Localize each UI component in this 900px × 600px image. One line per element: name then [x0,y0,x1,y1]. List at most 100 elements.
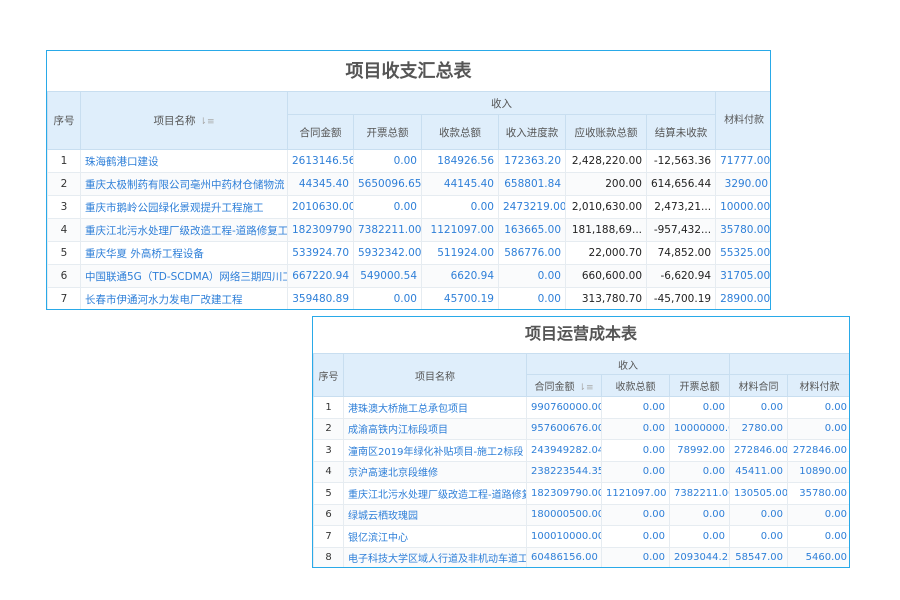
project-name-link[interactable]: 重庆市鹅岭公园绿化景观提升工程施工 [80,195,288,219]
table-row[interactable]: 1 珠海鹤港口建设 2613146.56 0.00 184926.56 172363.20… [47,149,770,173]
invoice-total[interactable]: 0.00 [669,396,730,419]
material-contract[interactable]: 272846.00 [729,439,788,462]
table-row[interactable]: 2 成渝高铁内江标段项目 957600676.00 0.00 10000000.0 278… [313,417,849,440]
contract-amount[interactable]: 359480.89 [287,287,354,309]
contract-amount[interactable]: 182309790.0 [287,218,354,242]
project-name-link[interactable]: 成渝高铁内江标段项目 [343,417,527,440]
received-total[interactable]: 45700.19 [421,287,499,309]
invoice-total[interactable]: 2093044.22 [669,546,730,567]
contract-amount[interactable]: 533924.70 [287,241,354,265]
contract-amount[interactable]: 2010630.00 [287,195,354,219]
table-row[interactable]: 4重庆江北污水处理厂级改造工程-道路修复工182309790.07382211.… [47,218,770,242]
table-row[interactable]: 1 港珠澳大桥施工总承包项目 990760000.00 0.00 0.00 0.00 0.0… [313,396,849,419]
invoice-total[interactable]: 549000.54 [353,264,422,288]
material-contract[interactable]: 0.00 [729,525,788,548]
material-payment[interactable]: 10890.00 [787,460,849,483]
received-total[interactable]: 0.00 [601,439,670,462]
received-total[interactable]: 6620.94 [421,264,499,288]
invoice-total[interactable]: 7382211.00 [353,218,422,242]
material-payment[interactable]: 0.00 [787,525,849,548]
received-total[interactable]: 0.00 [601,396,670,419]
material-payment[interactable]: 35780.00 [715,218,770,242]
project-name-link[interactable]: 港珠澳大桥施工总承包项目 [343,396,527,419]
material-payment[interactable]: 10000.00 [715,195,770,219]
income-progress[interactable]: 2473219.00 [498,195,566,219]
invoice-total[interactable]: 0.00 [353,287,422,309]
received-total[interactable]: 0.00 [601,525,670,548]
table-row[interactable]: 7 长春市伊通河水力发电厂改建工程 359480.89 0.00 45700.19 0.0… [47,287,770,309]
material-payment[interactable]: 272846.00 [787,439,849,462]
table-row[interactable]: 3 潼南区2019年绿化补贴项目-施工2标段 243949282.04 0.00 789… [313,439,849,462]
income-progress[interactable]: 586776.00 [498,241,566,265]
received-total[interactable]: 1121097.00 [601,482,670,505]
invoice-total[interactable]: 0.00 [353,195,422,219]
table-row[interactable]: 4 京沪高速北京段维修 238223544.35 0.00 0.00 45411.00 10… [313,460,849,483]
material-contract[interactable]: 0.00 [729,503,788,526]
sort-icon[interactable]: ⇂≡ [199,117,215,127]
contract-amount[interactable]: 44345.40 [287,172,354,196]
material-payment[interactable]: 31705.00 [715,264,770,288]
received-total[interactable]: 0.00 [601,417,670,440]
income-progress[interactable]: 0.00 [498,287,566,309]
project-name-link[interactable]: 重庆华夏 外高桥工程设备 [80,241,288,265]
contract-amount[interactable]: 60486156.00 [526,546,602,567]
material-payment[interactable]: 71777.00 [715,149,770,173]
project-name-link[interactable]: 绿城云栖玫瑰园 [343,503,527,526]
invoice-total[interactable]: 10000000.0 [669,417,730,440]
material-contract[interactable]: 130505.00 [729,482,788,505]
table-row[interactable]: 8 电子科技大学区域人行道及非机动车道工 60486156.00 0.00 209304… [313,546,849,567]
income-progress[interactable]: 658801.84 [498,172,566,196]
material-payment[interactable]: 5460.00 [787,546,849,567]
invoice-total[interactable]: 7382211.00 [669,482,730,505]
material-contract[interactable]: 58547.00 [729,546,788,567]
received-total[interactable]: 0.00 [601,503,670,526]
header-contract[interactable]: 合同金额 ⇂≡ [526,374,602,397]
project-name-link[interactable]: 重庆江北污水处理厂级改造工程-道路修复工 [80,218,288,242]
invoice-total[interactable]: 0.00 [669,460,730,483]
received-total[interactable]: 44145.40 [421,172,499,196]
contract-amount[interactable]: 238223544.35 [526,460,602,483]
received-total[interactable]: 0.00 [421,195,499,219]
contract-amount[interactable]: 990760000.00 [526,396,602,419]
contract-amount[interactable]: 100010000.00 [526,525,602,548]
project-name-link[interactable]: 重庆太极制药有限公司亳州中药材仓储物流 [80,172,288,196]
table-row[interactable]: 6 中国联通5G（TD-SCDMA）网络三期四川工 667220.94 549000.… [47,264,770,288]
received-total[interactable]: 0.00 [601,546,670,567]
material-payment[interactable]: 3290.00 [715,172,770,196]
project-name-link[interactable]: 电子科技大学区域人行道及非机动车道工 [343,546,527,567]
material-contract[interactable]: 45411.00 [729,460,788,483]
project-name-link[interactable]: 京沪高速北京段维修 [343,460,527,483]
contract-amount[interactable]: 243949282.04 [526,439,602,462]
material-payment[interactable]: 35780.00 [787,482,849,505]
material-payment[interactable]: 0.00 [787,396,849,419]
income-progress[interactable]: 172363.20 [498,149,566,173]
project-name-link[interactable]: 中国联通5G（TD-SCDMA）网络三期四川工 [80,264,288,288]
invoice-total[interactable]: 0.00 [353,149,422,173]
invoice-total[interactable]: 0.00 [669,503,730,526]
table-row[interactable]: 6 绿城云栖玫瑰园 180000500.00 0.00 0.00 0.00 0.00 [313,503,849,526]
table-row[interactable]: 3 重庆市鹅岭公园绿化景观提升工程施工 2010630.00 0.00 0.00 2473… [47,195,770,219]
received-total[interactable]: 0.00 [601,460,670,483]
income-progress[interactable]: 0.00 [498,264,566,288]
material-contract[interactable]: 0.00 [729,396,788,419]
invoice-total[interactable]: 0.00 [669,525,730,548]
material-contract[interactable]: 2780.00 [729,417,788,440]
header-name[interactable]: 项目名称 ⇂≡ [80,91,288,150]
project-name-link[interactable]: 潼南区2019年绿化补贴项目-施工2标段 [343,439,527,462]
income-progress[interactable]: 163665.00 [498,218,566,242]
project-name-link[interactable]: 重庆江北污水处理厂级改造工程-道路修复 [343,482,527,505]
material-payment[interactable]: 0.00 [787,503,849,526]
material-payment[interactable]: 0.00 [787,417,849,440]
sort-icon[interactable]: ⇂≡ [578,383,594,393]
material-payment[interactable]: 28900.00 [715,287,770,309]
contract-amount[interactable]: 182309790.00 [526,482,602,505]
project-name-link[interactable]: 银亿滨江中心 [343,525,527,548]
invoice-total[interactable]: 5932342.00 [353,241,422,265]
project-name-link[interactable]: 长春市伊通河水力发电厂改建工程 [80,287,288,309]
contract-amount[interactable]: 180000500.00 [526,503,602,526]
contract-amount[interactable]: 667220.94 [287,264,354,288]
table-row[interactable]: 5 重庆华夏 外高桥工程设备 533924.70 5932342.00 511924.0… [47,241,770,265]
material-payment[interactable]: 55325.00 [715,241,770,265]
received-total[interactable]: 184926.56 [421,149,499,173]
table-row[interactable]: 7 银亿滨江中心 100010000.00 0.00 0.00 0.00 0.00 [313,525,849,548]
